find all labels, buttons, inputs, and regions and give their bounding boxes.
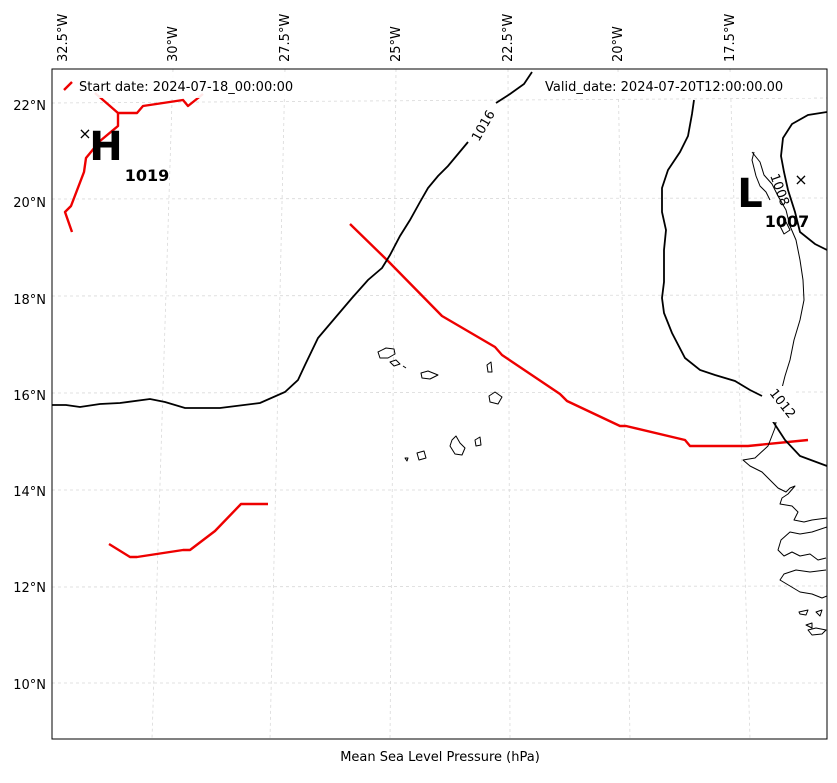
lat-tick: 16°N bbox=[13, 389, 46, 404]
legend-start-date: Start date: 2024-07-18_00:00:00 bbox=[79, 80, 293, 95]
map-caption: Mean Sea Level Pressure (hPa) bbox=[340, 750, 540, 765]
lon-tick: 17.5°W bbox=[723, 14, 738, 62]
high-value: 1019 bbox=[125, 166, 170, 185]
coast-island-3 bbox=[402, 365, 407, 369]
coast-island-2 bbox=[389, 359, 401, 367]
low-symbol: L bbox=[737, 171, 763, 217]
lon-tick: 32.5°W bbox=[56, 14, 71, 62]
coast-africa bbox=[742, 151, 827, 599]
coast-island-14 bbox=[807, 627, 827, 636]
lat-tick: 14°N bbox=[13, 485, 46, 500]
lon-tick-labels: 32.5°W 30°W 27.5°W 25°W 22.5°W 20°W 17.5… bbox=[56, 14, 738, 62]
isobar-1012 bbox=[661, 99, 827, 467]
track-segment-northwest bbox=[63, 113, 120, 233]
coast-island-13 bbox=[805, 622, 813, 629]
lon-tick: 27.5°W bbox=[278, 14, 293, 62]
isobar-label-1008: 1008 bbox=[766, 172, 791, 208]
legend: Start date: 2024-07-18_00:00:00 bbox=[56, 74, 320, 98]
lat-tick: 20°N bbox=[13, 196, 46, 211]
coast-island-7 bbox=[449, 435, 466, 456]
lat-tick: 12°N bbox=[13, 581, 46, 596]
isobar-1008 bbox=[780, 111, 827, 251]
coast-island-9 bbox=[416, 450, 427, 461]
high-center-marker: × bbox=[78, 124, 91, 143]
track-segment-south bbox=[108, 502, 268, 559]
map-frame bbox=[51, 68, 828, 740]
high-symbol: H bbox=[89, 124, 122, 170]
lon-tick: 20°W bbox=[611, 26, 626, 62]
coast-island-1 bbox=[377, 347, 396, 359]
valid-date-box: Valid_date: 2024-07-20T12:00:00.00 bbox=[540, 74, 812, 98]
track-segment-main bbox=[349, 223, 809, 448]
low-value: 1007 bbox=[765, 212, 810, 231]
lon-tick: 30°W bbox=[166, 26, 181, 62]
graticule bbox=[52, 69, 827, 739]
lat-tick: 10°N bbox=[13, 678, 46, 693]
low-center-marker: × bbox=[794, 170, 807, 189]
lon-tick: 22.5°W bbox=[501, 14, 516, 62]
isobar-1016 bbox=[52, 71, 533, 409]
coast-island-12 bbox=[815, 609, 823, 617]
track-lines bbox=[63, 92, 809, 559]
lat-tick: 22°N bbox=[13, 99, 46, 114]
coast-island-6 bbox=[488, 391, 503, 405]
isobars bbox=[52, 71, 827, 467]
lon-tick: 25°W bbox=[389, 26, 404, 62]
coast-island-15 bbox=[779, 221, 791, 235]
coast-island-8 bbox=[474, 436, 482, 447]
isobar-labels: 1016 1012 1008 bbox=[466, 106, 798, 422]
coast-island-5 bbox=[486, 361, 493, 373]
coast-island-11 bbox=[798, 609, 809, 616]
pressure-high: × H 1019 bbox=[78, 124, 169, 185]
coast-island-10 bbox=[404, 457, 409, 462]
lat-tick-labels: 22°N 20°N 18°N 16°N 14°N 12°N 10°N bbox=[13, 99, 46, 693]
coastlines bbox=[377, 151, 827, 636]
pressure-low: × L 1007 bbox=[737, 170, 809, 231]
legend-track-swatch bbox=[63, 81, 73, 91]
coast-island-4 bbox=[420, 370, 439, 380]
lat-tick: 18°N bbox=[13, 293, 46, 308]
valid-date-text: Valid_date: 2024-07-20T12:00:00.00 bbox=[545, 80, 783, 95]
